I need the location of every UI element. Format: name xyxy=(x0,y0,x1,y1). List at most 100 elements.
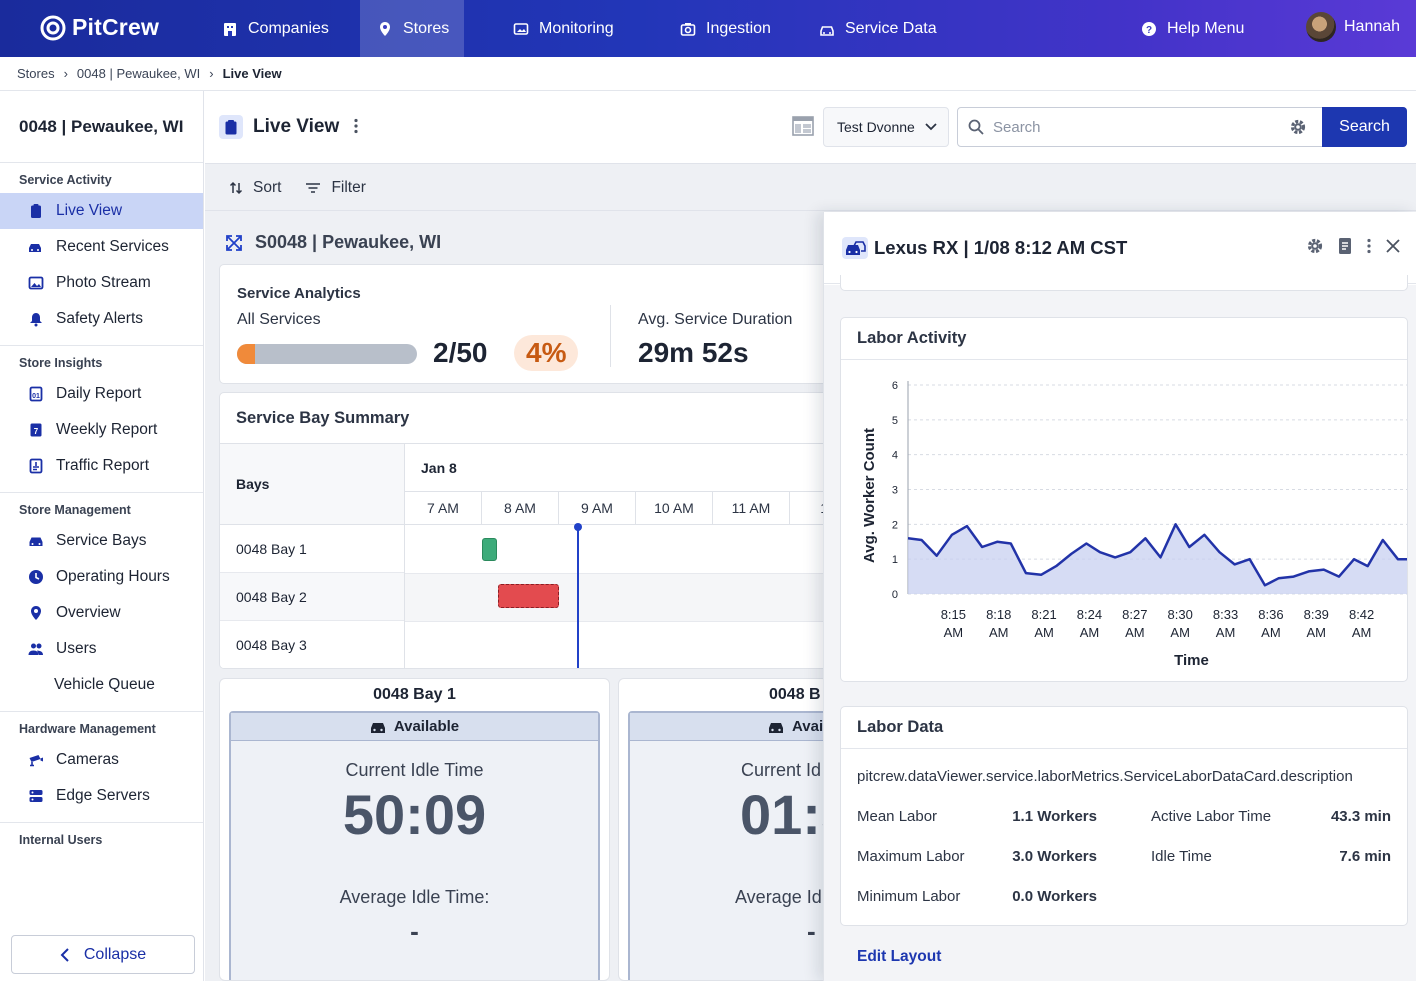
x-tick-label: 8:42 xyxy=(1349,607,1374,622)
bay-card[interactable]: 0048 Bay 1 Available Current Idle Time 5… xyxy=(219,678,610,981)
search-button[interactable]: Search xyxy=(1322,107,1407,147)
service-segment[interactable] xyxy=(482,538,497,561)
x-tick-label-period: AM xyxy=(1080,625,1100,640)
sidebar-item-label: Vehicle Queue xyxy=(54,676,155,693)
breadcrumb-store[interactable]: 0048 | Pewaukee, WI xyxy=(76,66,201,81)
page-header: Live View Test Dvonne Search xyxy=(205,91,1416,164)
clipboard-icon xyxy=(31,204,41,218)
user-name: Hannah xyxy=(1344,18,1401,35)
sidebar-item-recent-services[interactable]: Recent Services xyxy=(0,229,203,265)
sidebar-item-label: Recent Services xyxy=(56,238,169,255)
server-icon xyxy=(29,790,43,802)
y-tick-label: 6 xyxy=(892,380,898,392)
nav-monitoring[interactable]: Monitoring xyxy=(513,0,614,57)
filter-button[interactable]: Filter xyxy=(305,179,366,197)
sidebar-item-live-view[interactable]: Live View xyxy=(0,193,203,229)
max-labor-label: Maximum Labor xyxy=(857,848,965,865)
users-icon xyxy=(28,643,43,655)
sort-button[interactable]: Sort xyxy=(229,179,281,197)
y-axis-label: Avg. Worker Count xyxy=(861,428,878,563)
x-tick-label: 8:24 xyxy=(1077,607,1102,622)
breadcrumb-stores[interactable]: Stores xyxy=(17,66,55,81)
sidebar-item-daily-report[interactable]: 01 Daily Report xyxy=(0,376,203,412)
sidebar-item-label: Users xyxy=(56,640,97,657)
gear-icon[interactable] xyxy=(1306,237,1324,255)
nav-ingestion[interactable]: Ingestion xyxy=(680,0,771,57)
sidebar-item-label: Traffic Report xyxy=(56,457,150,474)
car-icon xyxy=(769,722,783,733)
expand-icon[interactable] xyxy=(225,234,243,252)
sidebar-item-edge-servers[interactable]: Edge Servers xyxy=(0,778,203,814)
sidebar-item-label: Weekly Report xyxy=(56,421,158,438)
section-heading: Internal Users xyxy=(19,833,103,847)
bay-card[interactable]: 0048 B Avai Current Id 01:5 Average Id - xyxy=(618,678,828,981)
bay-row[interactable]: 0048 Bay 2 xyxy=(220,573,404,621)
panel-tools xyxy=(1306,237,1400,255)
hour-label: 8 AM xyxy=(482,492,559,524)
service-segment[interactable] xyxy=(498,584,559,608)
close-icon[interactable] xyxy=(1386,239,1400,253)
duration-label: Avg. Service Duration xyxy=(638,311,793,328)
mean-labor-label: Mean Labor xyxy=(857,808,938,825)
nav-stores[interactable]: Stores xyxy=(360,0,464,57)
edit-layout-link[interactable]: Edit Layout xyxy=(857,948,942,965)
nav-service-data[interactable]: Service Data xyxy=(819,0,937,57)
sidebar-item-weekly-report[interactable]: 7 Weekly Report xyxy=(0,412,203,448)
clock-icon xyxy=(29,570,43,584)
sidebar-item-label: Photo Stream xyxy=(56,274,151,291)
analytics-subtitle: All Services xyxy=(237,311,321,328)
y-tick-label: 2 xyxy=(892,519,898,531)
sidebar-section-service-activity: Service Activity Live View Recent Servic… xyxy=(0,163,203,346)
x-tick-label-period: AM xyxy=(1352,625,1372,640)
chevron-right-icon: › xyxy=(209,66,214,81)
page-title-text: Live View xyxy=(253,116,340,137)
more-options-icon[interactable] xyxy=(1366,238,1372,254)
active-labor-label: Active Labor Time xyxy=(1151,808,1272,825)
section-heading: Service Activity xyxy=(19,173,112,187)
sidebar-item-cameras[interactable]: Cameras xyxy=(0,742,203,778)
sidebar-item-users[interactable]: Users xyxy=(0,631,203,667)
sidebar-item-vehicle-queue[interactable]: Vehicle Queue xyxy=(0,667,203,703)
nav-companies[interactable]: Companies xyxy=(222,0,329,57)
sidebar-item-operating-hours[interactable]: Operating Hours xyxy=(0,559,203,595)
bay-row[interactable]: 0048 Bay 3 xyxy=(220,621,404,668)
daily-report-icon: 01 xyxy=(29,386,43,402)
x-tick-label-period: AM xyxy=(1125,625,1145,640)
user-menu[interactable]: Hannah xyxy=(1306,12,1400,42)
store-select[interactable]: Test Dvonne xyxy=(823,107,949,147)
x-tick-label-period: AM xyxy=(1034,625,1054,640)
search-input[interactable] xyxy=(993,108,1283,146)
divider xyxy=(610,305,611,367)
bay-card-title: 0048 Bay 1 xyxy=(373,686,456,703)
idle-value: 50:09 xyxy=(342,783,487,846)
bay-card-body: Available Current Idle Time 50:09 Averag… xyxy=(229,711,600,980)
more-options-icon[interactable] xyxy=(353,118,359,134)
traffic-report-icon xyxy=(29,458,43,474)
sidebar-item-photo-stream[interactable]: Photo Stream xyxy=(0,265,203,301)
sidebar-item-overview[interactable]: Overview xyxy=(0,595,203,631)
y-tick-label: 4 xyxy=(892,450,898,462)
section-heading: Store Management xyxy=(19,503,131,517)
document-icon[interactable] xyxy=(1338,237,1352,255)
sidebar-item-traffic-report[interactable]: Traffic Report xyxy=(0,448,203,484)
gear-icon[interactable] xyxy=(1289,118,1307,136)
sidebar-item-label: Live View xyxy=(56,202,123,219)
breadcrumb: Stores › 0048 | Pewaukee, WI › Live View xyxy=(0,57,1416,91)
bell-alert-icon xyxy=(30,313,42,327)
car-service-icon xyxy=(820,25,834,36)
services-progress-bar xyxy=(237,344,417,364)
chevron-left-icon xyxy=(60,947,69,962)
pitcrew-logo[interactable]: PitCrew xyxy=(40,14,159,41)
sidebar-item-service-bays[interactable]: Service Bays xyxy=(0,523,203,559)
sidebar-item-safety-alerts[interactable]: Safety Alerts xyxy=(0,301,203,337)
x-tick-label: 8:33 xyxy=(1213,607,1238,622)
collapse-button[interactable]: Collapse xyxy=(11,935,195,974)
active-labor-value: 43.3 min xyxy=(1330,808,1391,825)
x-tick-label: 8:36 xyxy=(1258,607,1283,622)
section-heading: Store Insights xyxy=(19,356,103,370)
filter-icon xyxy=(306,182,321,193)
bay-row[interactable]: 0048 Bay 1 xyxy=(220,525,404,573)
layout-toggle-icon[interactable] xyxy=(792,116,814,136)
mean-labor-value: 1.1 Workers xyxy=(1012,808,1097,825)
help-menu[interactable]: ? Help Menu xyxy=(1141,0,1244,57)
